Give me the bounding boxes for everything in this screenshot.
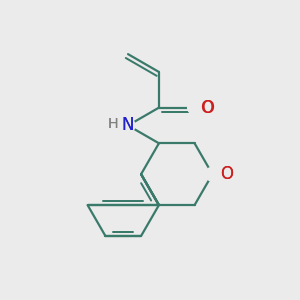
Text: O: O (220, 165, 233, 183)
Circle shape (188, 101, 202, 115)
Text: O: O (220, 165, 233, 183)
Text: O: O (200, 99, 214, 117)
Text: N: N (122, 116, 134, 134)
Circle shape (121, 118, 135, 132)
Text: H: H (107, 118, 118, 131)
Text: N: N (122, 116, 134, 134)
Text: H: H (107, 118, 118, 131)
Circle shape (206, 167, 219, 181)
Text: O: O (202, 99, 214, 117)
